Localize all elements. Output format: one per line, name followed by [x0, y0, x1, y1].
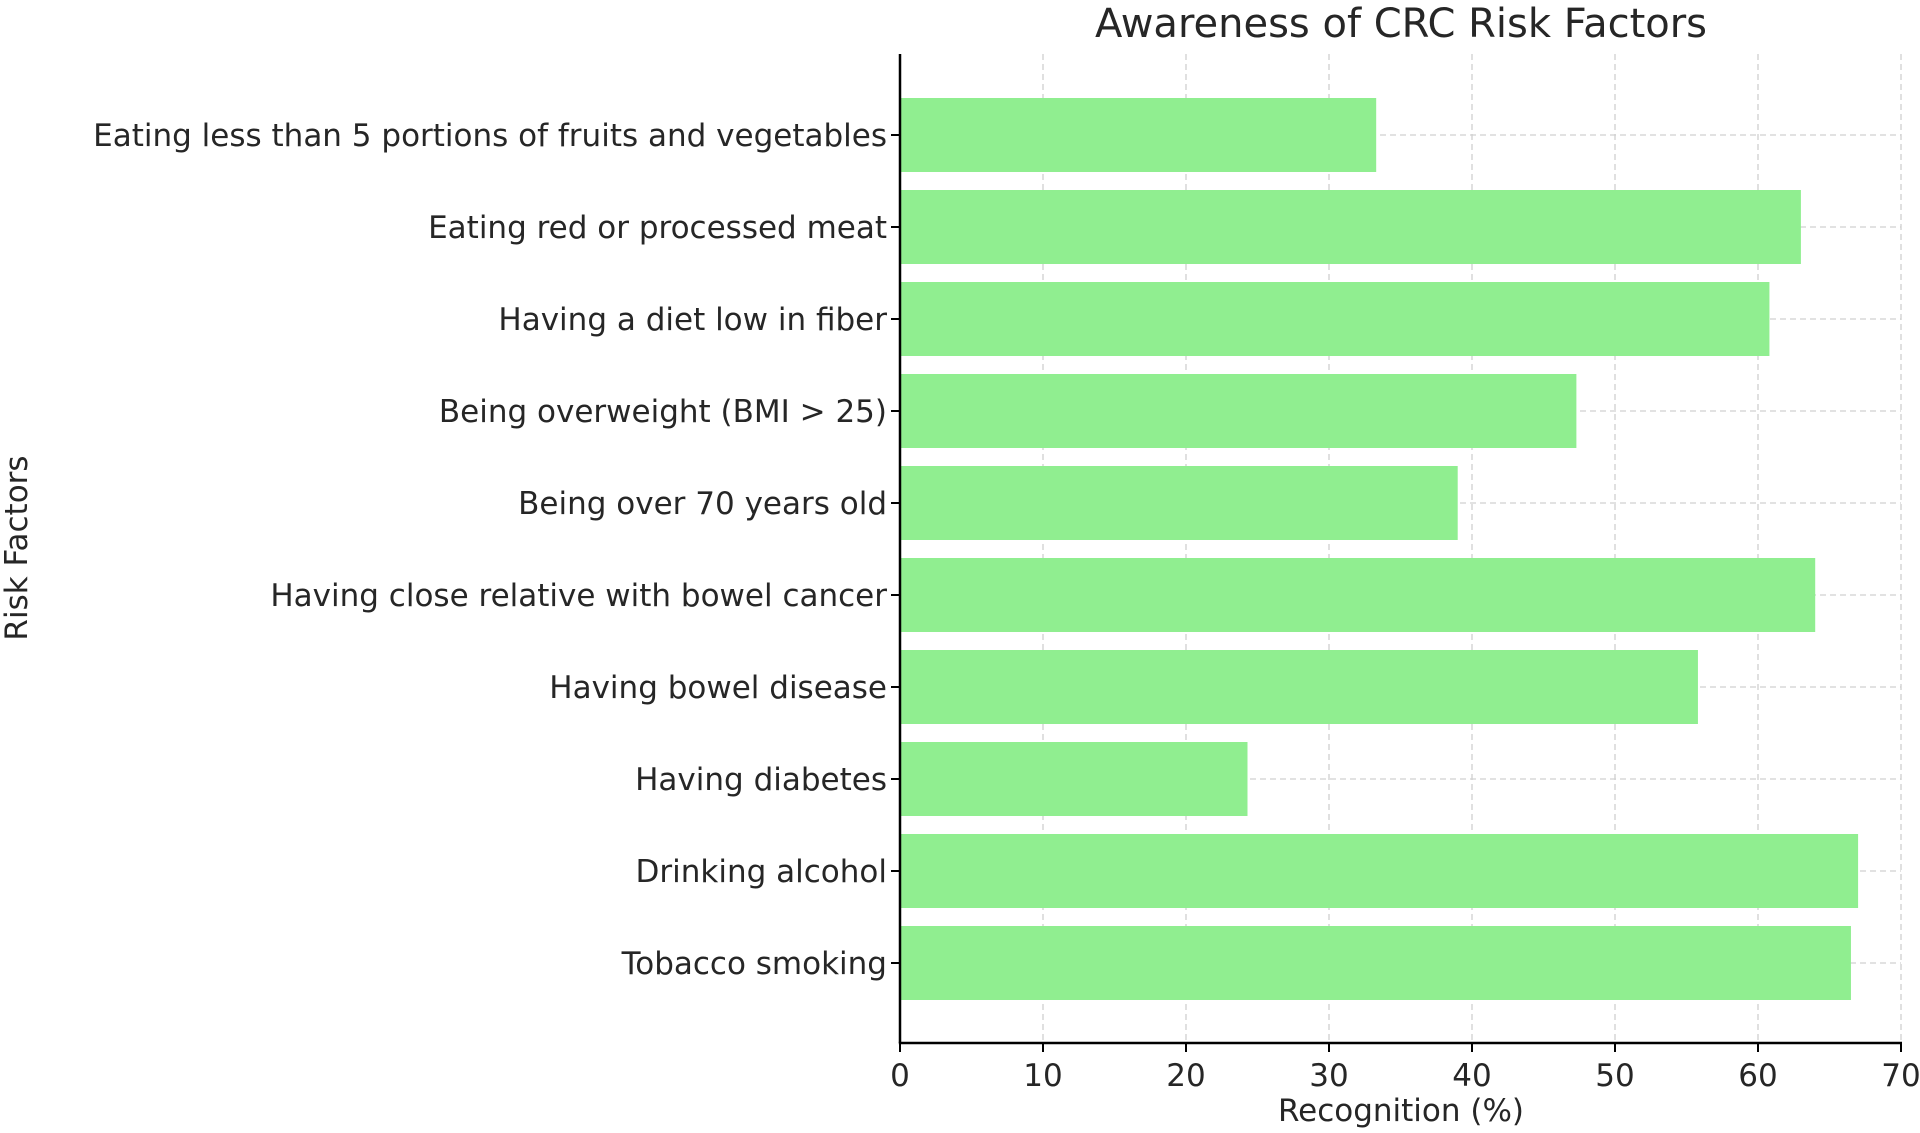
- bar: [900, 834, 1859, 908]
- x-tick-label: 70: [1881, 1058, 1920, 1094]
- x-tick-label: 40: [1452, 1058, 1491, 1094]
- bar: [900, 98, 1377, 172]
- y-axis-title: Risk Factors: [0, 455, 35, 640]
- x-tick-label: 60: [1738, 1058, 1777, 1094]
- x-tick-label: 10: [1023, 1058, 1062, 1094]
- y-tick-label: Eating red or processed meat: [428, 210, 887, 246]
- labels-layer: 0 10 20 30 40 50 60 70 Eating less than 5 portio…: [93, 118, 1920, 1094]
- axes-layer: [891, 54, 1902, 1052]
- y-tick-label: Having diabetes: [635, 762, 887, 798]
- y-tick-label: Having bowel disease: [549, 670, 887, 706]
- y-tick-label: Having a diet low in fiber: [498, 302, 887, 338]
- bar: [900, 650, 1698, 724]
- bar: [900, 558, 1816, 632]
- x-tick-label: 20: [1166, 1058, 1205, 1094]
- bars-layer: [900, 98, 1859, 1000]
- x-tick-label: 50: [1595, 1058, 1634, 1094]
- y-tick-label: Tobacco smoking: [621, 946, 887, 982]
- y-tick-label: Being over 70 years old: [518, 486, 887, 522]
- x-tick-label: 0: [890, 1058, 910, 1094]
- bar: [900, 282, 1770, 356]
- y-tick-label: Having close relative with bowel cancer: [270, 578, 887, 614]
- chart-title: Awareness of CRC Risk Factors: [1095, 1, 1707, 47]
- bar: [900, 742, 1248, 816]
- bar: [900, 190, 1801, 264]
- bar: [900, 466, 1458, 540]
- y-tick-label: Drinking alcohol: [636, 854, 887, 890]
- bar: [900, 926, 1851, 1000]
- bar: [900, 374, 1577, 448]
- y-tick-label: Being overweight (BMI > 25): [439, 394, 887, 430]
- x-axis-title: Recognition (%): [1278, 1093, 1524, 1129]
- y-tick-label: Eating less than 5 portions of fruits an…: [93, 118, 887, 154]
- x-tick-label: 30: [1309, 1058, 1348, 1094]
